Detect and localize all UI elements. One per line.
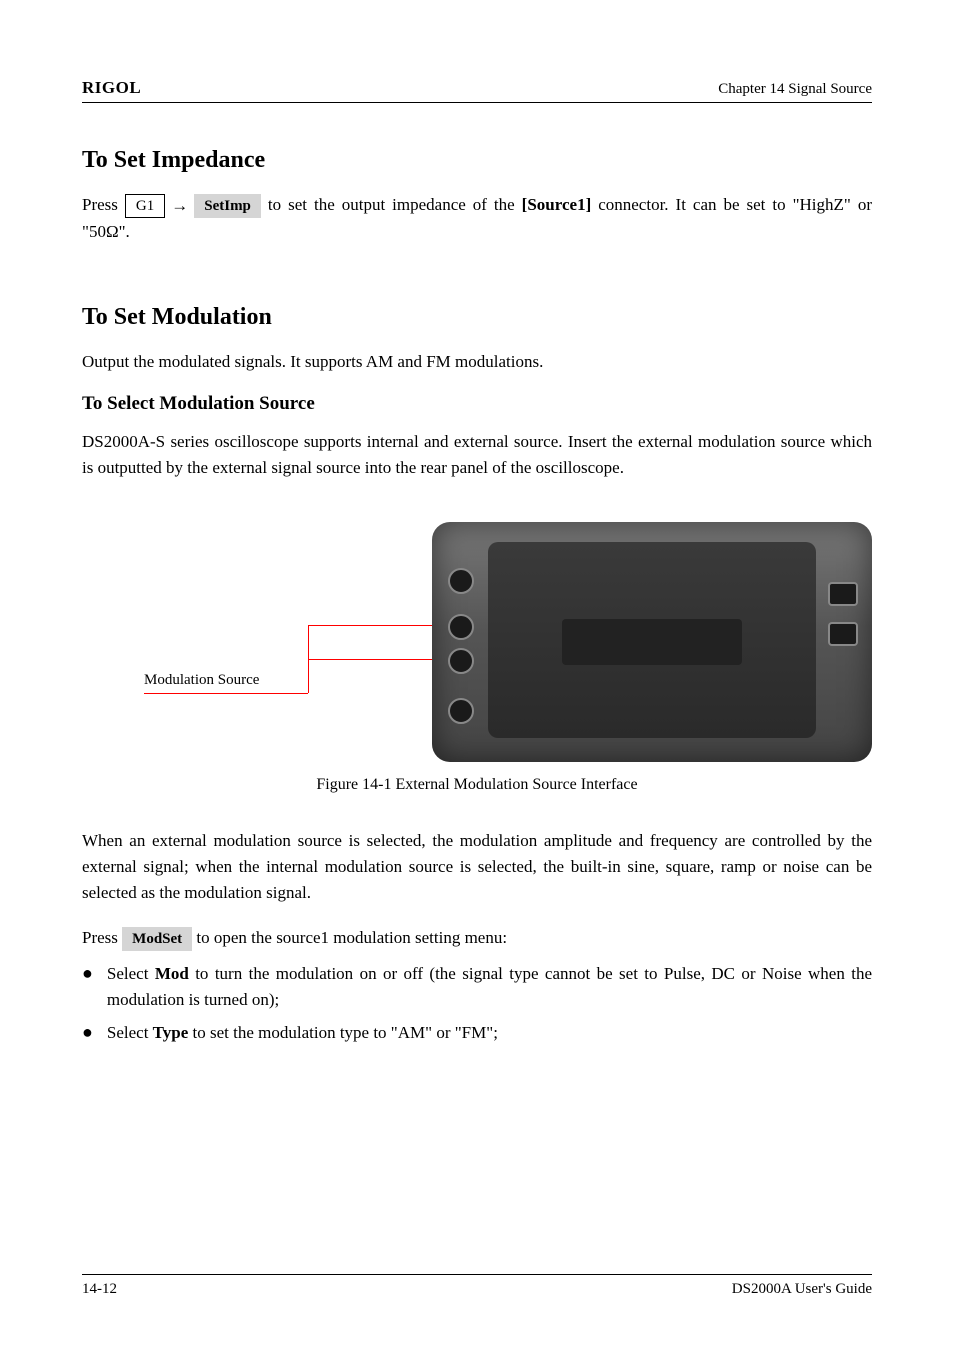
figure-caption: Figure 14-1 External Modulation Source I…	[82, 776, 872, 794]
modset-lead: Press ModSet to open the source1 modulat…	[82, 925, 872, 951]
list-item: ● Select Mod to turn the modulation on o…	[82, 961, 872, 1014]
port-icon	[448, 614, 474, 640]
after-figure-paragraph: When an external modulation source is se…	[82, 828, 872, 907]
arrow-icon: →	[169, 193, 190, 219]
key-sequence: G1 → SetImp	[125, 193, 261, 219]
page-header: RIGOL Chapter 14 Signal Source	[82, 78, 872, 103]
bullet-text: Select Mod to turn the modulation on or …	[107, 961, 872, 1014]
port-icon	[448, 698, 474, 724]
softkey-modset: ModSet	[122, 927, 192, 951]
figure-wrap: Modulation Source	[82, 522, 872, 762]
section-title-modulation: To Set Modulation	[82, 304, 872, 331]
section-title-impedance: To Set Impedance	[82, 147, 872, 174]
port-icon	[828, 582, 858, 606]
bullet-list: ● Select Mod to turn the modulation on o…	[82, 961, 872, 1046]
page-footer: 14-12 DS2000A User's Guide	[82, 1274, 872, 1298]
header-chapter: Chapter 14 Signal Source	[718, 81, 872, 98]
header-brand: RIGOL	[82, 78, 141, 98]
device-rear-image	[432, 522, 872, 762]
footer-page-number: 14-12	[82, 1281, 117, 1298]
subsection-title-modsource: To Select Modulation Source	[82, 393, 872, 415]
callout-line-horizontal	[144, 693, 308, 694]
page: RIGOL Chapter 14 Signal Source To Set Im…	[0, 0, 954, 1348]
bullet-text: Select Type to set the modulation type t…	[107, 1020, 498, 1046]
port-icon	[828, 622, 858, 646]
impedance-paragraph: Press G1 → SetImp to set the output impe…	[82, 192, 872, 246]
modsource-paragraph: DS2000A-S series oscilloscope supports i…	[82, 429, 872, 482]
softkey-setimp: SetImp	[194, 194, 261, 218]
key-g1: G1	[125, 194, 165, 218]
footer-guide-title: DS2000A User's Guide	[732, 1281, 872, 1298]
bullet-icon: ●	[82, 1020, 93, 1046]
port-icon	[448, 568, 474, 594]
figure-callout-label: Modulation Source	[144, 672, 259, 689]
bullet-icon: ●	[82, 961, 93, 1014]
section-modulation: To Set Modulation Output the modulated s…	[82, 304, 872, 1046]
list-item: ● Select Type to set the modulation type…	[82, 1020, 872, 1046]
port-icon	[448, 648, 474, 674]
modulation-intro: Output the modulated signals. It support…	[82, 349, 872, 375]
